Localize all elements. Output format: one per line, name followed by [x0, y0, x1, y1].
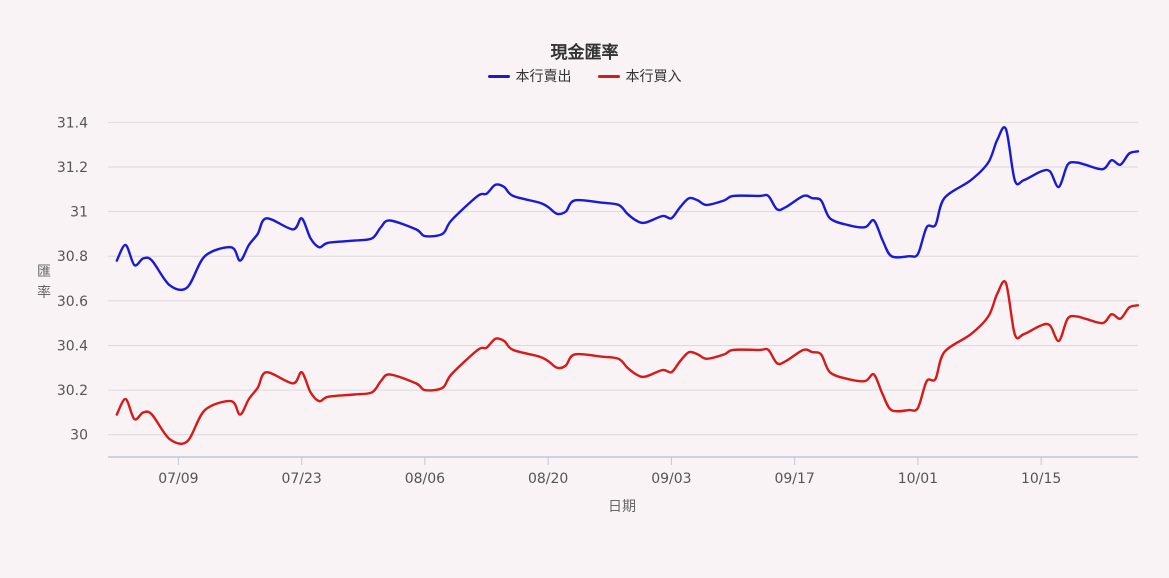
- chart-title: 現金匯率: [550, 43, 619, 63]
- y-tick-label: 30.4: [57, 338, 88, 354]
- chart-legend: 本行賣出 本行買入: [0, 66, 1169, 86]
- y-axis-label-char-2: 率: [37, 284, 51, 301]
- legend-label-buy: 本行買入: [625, 69, 682, 85]
- legend-item-buy[interactable]: 本行買入: [597, 66, 682, 86]
- axis-labels: 日期 匯 率: [37, 264, 636, 515]
- x-tick-label: 10/01: [898, 471, 938, 487]
- y-tick-label: 30.6: [57, 294, 88, 310]
- x-tick-label: 09/17: [774, 471, 814, 487]
- x-tick-label: 10/15: [1021, 471, 1061, 487]
- x-tick-label: 08/06: [405, 471, 445, 487]
- y-tick-label: 31.2: [57, 160, 88, 176]
- y-tick-label: 31.4: [57, 115, 88, 131]
- x-tick-label: 08/20: [528, 471, 568, 487]
- y-tick-label: 30: [70, 428, 88, 444]
- series-line-sell: [115, 126, 1140, 292]
- y-axis-label-char-1: 匯: [37, 264, 51, 280]
- y-tick-label: 30.2: [57, 383, 88, 399]
- legend-swatch-sell: [487, 74, 510, 78]
- x-tick-label: 09/03: [651, 471, 691, 487]
- y-tick-label: 31: [70, 205, 88, 221]
- y-tick-label: 30.8: [57, 249, 88, 265]
- legend-swatch-buy: [597, 74, 620, 78]
- legend-label-sell: 本行賣出: [515, 69, 572, 85]
- series-lines: [115, 126, 1140, 446]
- series-line-buy: [115, 280, 1140, 446]
- x-tick-label: 07/23: [281, 471, 321, 487]
- legend-item-sell[interactable]: 本行賣出: [487, 66, 572, 86]
- grid-lines: [108, 121, 1138, 436]
- axes: 30 30.2 30.4 30.6 30.8 31 31.2 31.4 07/09 07/23 08…: [57, 115, 1138, 487]
- x-tick-label: 07/09: [158, 471, 198, 487]
- x-axis-label: 日期: [608, 499, 636, 515]
